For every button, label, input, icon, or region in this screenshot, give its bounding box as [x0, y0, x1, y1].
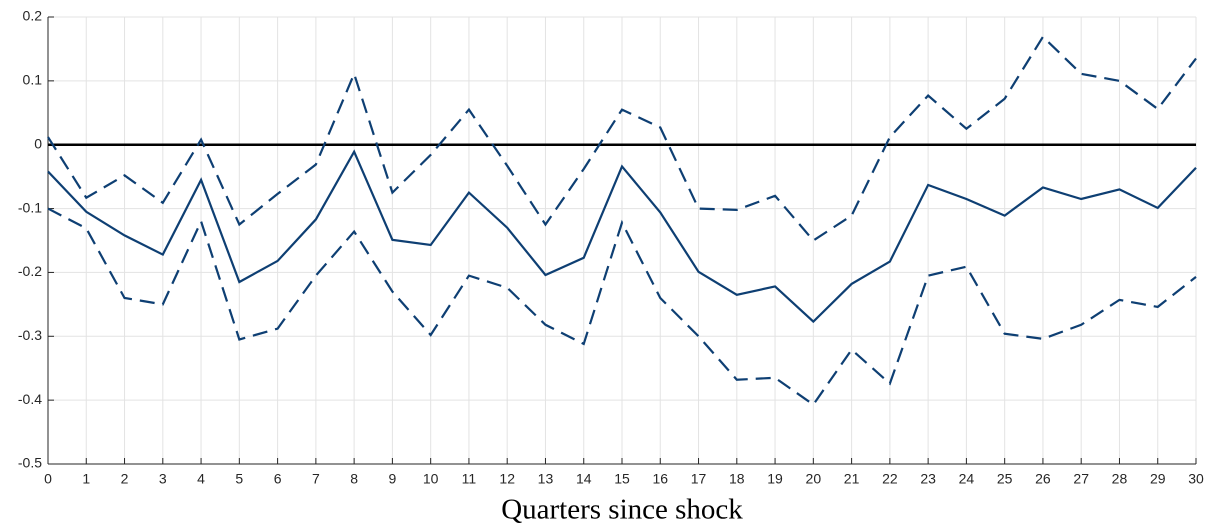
x-tick-label: 0	[44, 471, 52, 487]
series-line	[47, 149, 1197, 324]
x-tick-label: 19	[767, 471, 783, 487]
x-tick-label: 2	[121, 471, 129, 487]
y-tick-label: 0.2	[23, 8, 43, 24]
x-tick-label: 25	[997, 471, 1013, 487]
x-tick-label: 3	[159, 471, 167, 487]
x-tick-label: 26	[1035, 471, 1051, 487]
x-tick-label: 24	[959, 471, 975, 487]
x-tick-label: 12	[499, 471, 515, 487]
x-tick-label: 14	[576, 471, 592, 487]
x-tick-label: 4	[197, 471, 205, 487]
x-tick-label: 1	[82, 471, 90, 487]
y-tick-label: 0	[34, 135, 42, 151]
series-line	[47, 207, 1197, 407]
x-tick-label: 13	[538, 471, 554, 487]
y-tick-label: -0.1	[18, 199, 42, 215]
x-tick-label: 23	[920, 471, 936, 487]
x-tick-label: 21	[844, 471, 860, 487]
x-tick-label: 29	[1150, 471, 1166, 487]
y-tick-label: 0.1	[23, 72, 43, 88]
y-tick-label: -0.2	[18, 263, 42, 279]
x-tick-label: 11	[462, 471, 477, 487]
x-tick-label: 7	[312, 471, 320, 487]
x-tick-label: 8	[350, 471, 358, 487]
x-tick-label: 30	[1188, 471, 1204, 487]
x-tick-label: 9	[389, 471, 397, 487]
x-tick-label: 18	[729, 471, 745, 487]
x-tick-label: 20	[806, 471, 822, 487]
x-tick-label: 16	[652, 471, 668, 487]
x-tick-label: 28	[1112, 471, 1128, 487]
y-tick-label: -0.3	[18, 327, 42, 343]
x-tick-label: 15	[614, 471, 630, 487]
x-tick-label: 6	[274, 471, 282, 487]
y-tick-label: -0.4	[18, 391, 42, 407]
x-tick-label: 22	[882, 471, 898, 487]
series-line	[47, 35, 1197, 242]
x-tick-label: 27	[1073, 471, 1089, 487]
x-tick-label: 5	[235, 471, 243, 487]
x-tick-label: 10	[423, 471, 439, 487]
x-axis-label: Quarters since shock	[501, 494, 743, 526]
x-tick-label: 17	[691, 471, 707, 487]
y-tick-label: -0.5	[18, 455, 42, 471]
